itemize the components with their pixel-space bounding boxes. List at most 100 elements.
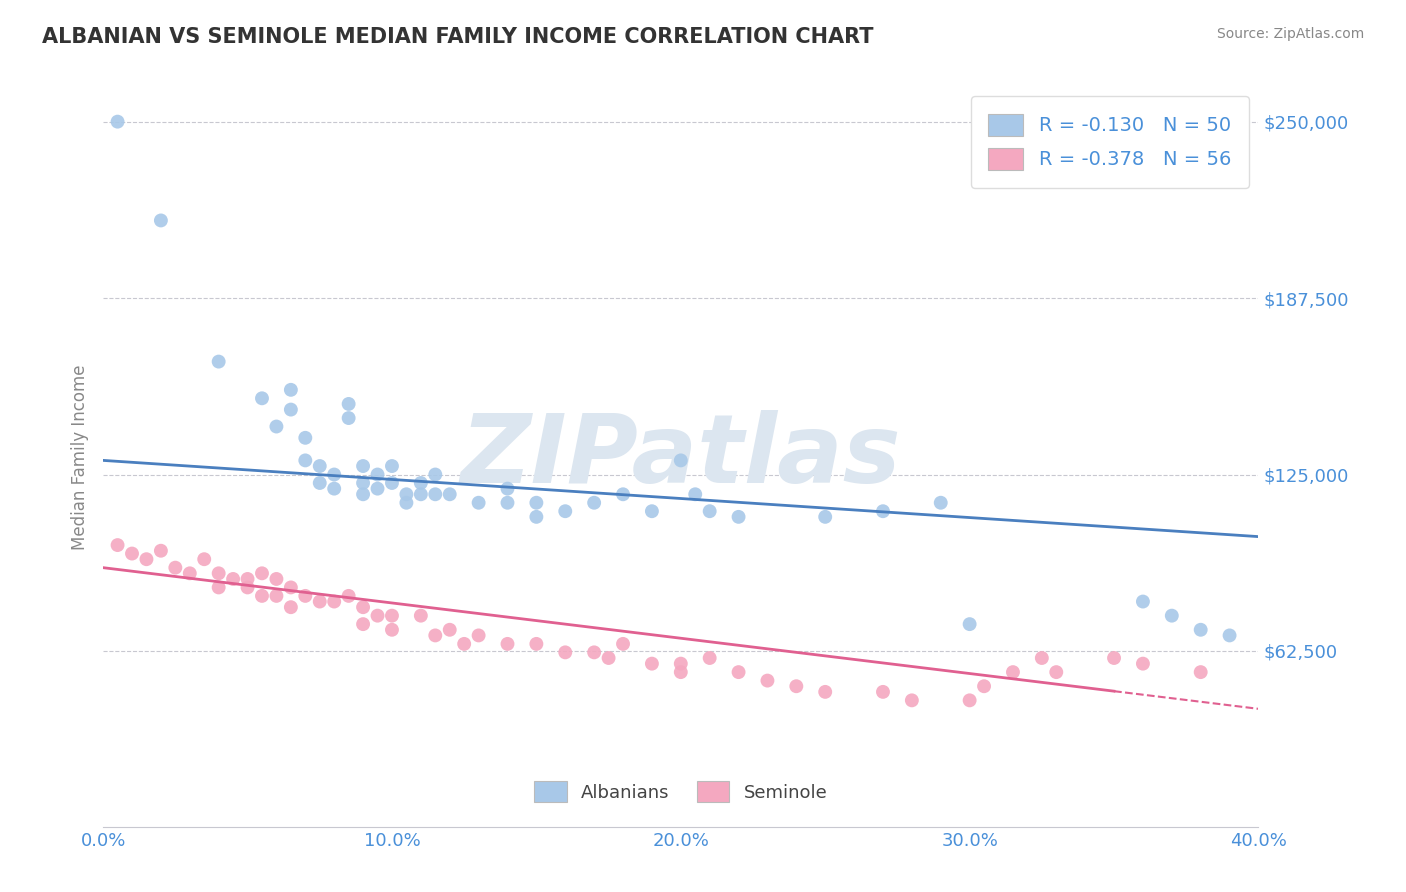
Text: ZIPatlas: ZIPatlas [461,410,901,503]
Point [266,572,288,586]
Point [1132,594,1154,608]
Point [699,651,721,665]
Point [959,693,981,707]
Y-axis label: Median Family Income: Median Family Income [72,364,89,549]
Point [496,637,519,651]
Point [583,496,606,510]
Point [612,487,634,501]
Point [208,581,231,595]
Point [395,496,418,510]
Point [872,504,894,518]
Point [669,657,692,671]
Point [294,453,316,467]
Point [1189,665,1212,679]
Point [208,354,231,368]
Point [266,419,288,434]
Point [308,594,330,608]
Point [294,431,316,445]
Point [381,623,404,637]
Point [669,665,692,679]
Point [973,679,995,693]
Point [337,411,360,425]
Point [352,617,374,632]
Point [280,581,302,595]
Point [308,458,330,473]
Legend: Albanians, Seminole: Albanians, Seminole [517,765,844,818]
Point [367,467,389,482]
Point [959,617,981,632]
Point [280,383,302,397]
Point [280,402,302,417]
Point [524,509,547,524]
Point [280,600,302,615]
Point [1160,608,1182,623]
Point [409,475,432,490]
Point [1219,628,1241,642]
Point [323,594,346,608]
Point [308,475,330,490]
Point [381,458,404,473]
Point [193,552,215,566]
Point [669,453,692,467]
Point [266,589,288,603]
Point [641,504,664,518]
Point [439,623,461,637]
Point [250,589,273,603]
Point [524,637,547,651]
Point [554,504,576,518]
Point [439,487,461,501]
Point [1045,665,1067,679]
Text: Source: ZipAtlas.com: Source: ZipAtlas.com [1216,27,1364,41]
Point [367,482,389,496]
Point [467,496,489,510]
Point [699,504,721,518]
Point [496,482,519,496]
Point [352,487,374,501]
Point [453,637,475,651]
Point [236,572,259,586]
Point [121,547,143,561]
Point [381,608,404,623]
Point [612,637,634,651]
Point [1102,651,1125,665]
Point [872,685,894,699]
Point [222,572,245,586]
Point [814,509,837,524]
Point [756,673,779,688]
Point [1031,651,1053,665]
Point [367,608,389,623]
Point [352,475,374,490]
Point [250,566,273,581]
Point [554,645,576,659]
Point [467,628,489,642]
Point [409,487,432,501]
Point [337,589,360,603]
Point [250,392,273,406]
Point [425,467,447,482]
Point [337,397,360,411]
Point [425,628,447,642]
Point [929,496,952,510]
Point [179,566,201,581]
Point [1189,623,1212,637]
Point [1001,665,1024,679]
Point [135,552,157,566]
Point [395,487,418,501]
Point [524,496,547,510]
Point [381,475,404,490]
Point [165,560,187,574]
Point [409,608,432,623]
Point [727,665,749,679]
Text: ALBANIAN VS SEMINOLE MEDIAN FAMILY INCOME CORRELATION CHART: ALBANIAN VS SEMINOLE MEDIAN FAMILY INCOM… [42,27,873,46]
Point [107,538,129,552]
Point [1132,657,1154,671]
Point [727,509,749,524]
Point [149,543,172,558]
Point [149,213,172,227]
Point [496,496,519,510]
Point [598,651,620,665]
Point [323,467,346,482]
Point [294,589,316,603]
Point [352,600,374,615]
Point [352,458,374,473]
